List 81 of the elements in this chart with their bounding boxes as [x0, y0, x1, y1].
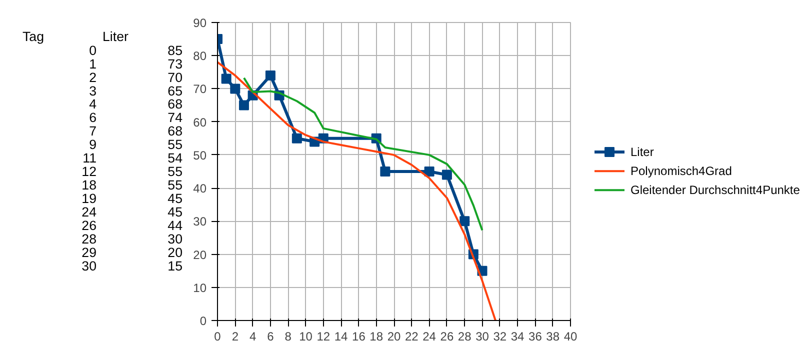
text: 20 — [168, 244, 183, 260]
text: 0 — [89, 42, 97, 58]
x-tick-label: 8 — [284, 330, 292, 343]
text: 3 — [89, 83, 97, 98]
x-tick-label: 16 — [352, 330, 366, 343]
x-tick-label: 24 — [422, 330, 436, 343]
x-tick-label: 22 — [404, 330, 419, 343]
x-tick-label: 2 — [232, 330, 239, 343]
x-tick-label: 18 — [370, 330, 384, 343]
text: 29 — [82, 244, 97, 260]
x-tick-label: 10 — [299, 330, 313, 343]
x-tick-label: 6 — [267, 330, 274, 343]
text: 9 — [89, 137, 97, 152]
x-tick-label: 34 — [510, 330, 525, 343]
text: 11 — [82, 150, 97, 166]
y-tick-label: 10 — [193, 280, 207, 295]
text: 7 — [89, 124, 97, 139]
y-tick-label: 60 — [193, 115, 207, 130]
text: 2 — [89, 70, 97, 85]
text: 55 — [168, 178, 183, 193]
point — [424, 166, 434, 176]
point — [230, 84, 240, 94]
point — [265, 70, 276, 80]
y-tick-label: 30 — [193, 214, 207, 229]
point — [238, 100, 249, 110]
legend-label: Polynomisch4Grad — [630, 164, 732, 178]
x-tick-label: 30 — [476, 330, 490, 343]
text: 70 — [168, 70, 183, 85]
text: 30 — [168, 231, 183, 246]
text: 1 — [89, 56, 97, 72]
text: 54 — [168, 150, 184, 166]
text: 44 — [168, 218, 184, 233]
line-series — [218, 61, 496, 320]
text: 65 — [168, 83, 183, 98]
text: 45 — [168, 204, 183, 220]
legend-label: Gleitender Durchschnitt4Punkte — [630, 183, 800, 198]
y-tick-label: 0 — [200, 314, 207, 328]
text: 24 — [82, 204, 98, 220]
text: 55 — [168, 164, 183, 180]
text: 28 — [82, 231, 97, 246]
line-series — [242, 76, 484, 232]
y-tick-label: 80 — [193, 49, 207, 64]
text: 55 — [168, 137, 183, 152]
text: 68 — [168, 96, 183, 112]
point — [442, 170, 452, 180]
x-tick-label: 12 — [316, 330, 330, 343]
x-tick-label: 32 — [493, 330, 507, 343]
x-tick-label: 40 — [564, 330, 578, 343]
text: 26 — [82, 218, 97, 233]
y-tick-label: 70 — [193, 82, 207, 96]
text: Tag — [22, 28, 44, 44]
y-tick-label: 40 — [193, 182, 207, 196]
text: 30 — [82, 258, 97, 274]
legend-label: Liter — [630, 144, 654, 159]
x-tick-label: 26 — [440, 330, 454, 343]
text: 4 — [89, 96, 98, 112]
x-tick-label: 20 — [387, 330, 401, 343]
x-tick-label: 28 — [458, 330, 472, 343]
point — [460, 216, 470, 226]
text: 68 — [168, 124, 183, 139]
x-tick-label: 38 — [546, 330, 560, 343]
text: 74 — [168, 110, 184, 126]
point — [221, 74, 232, 84]
point — [292, 133, 302, 144]
text: 18 — [82, 178, 97, 193]
x-tick-label: 0 — [214, 330, 222, 343]
x-tick-label: 4 — [249, 330, 256, 343]
y-tick-label: 20 — [193, 248, 207, 262]
x-tick-label: 14 — [334, 330, 348, 343]
text: 85 — [168, 42, 183, 58]
point — [380, 166, 390, 176]
text: 73 — [168, 56, 183, 72]
text: Liter — [102, 28, 129, 44]
x-tick-label: 36 — [528, 330, 542, 343]
y-tick-label: 90 — [193, 16, 207, 30]
text: 6 — [89, 110, 97, 126]
text: 19 — [82, 191, 97, 206]
text: 45 — [168, 191, 183, 206]
y-tick-label: 50 — [193, 148, 207, 162]
text: 12 — [82, 164, 97, 180]
text: 15 — [168, 258, 183, 274]
